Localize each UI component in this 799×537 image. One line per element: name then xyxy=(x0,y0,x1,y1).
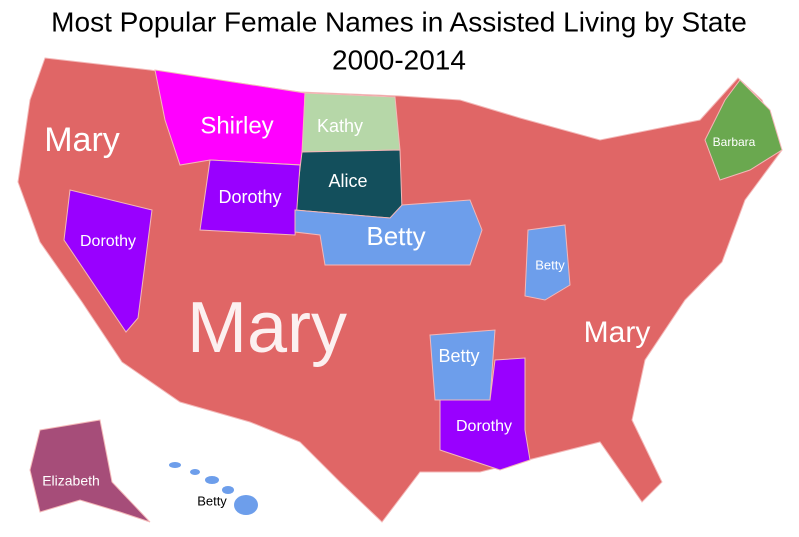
states xyxy=(17,57,783,523)
nevada xyxy=(63,189,153,333)
state-label: Kathy xyxy=(317,116,363,136)
state-label: Dorothy xyxy=(456,418,512,435)
nebraska-iowa xyxy=(294,199,483,266)
state-label: Barbara xyxy=(713,135,756,149)
state-label: Betty xyxy=(197,493,227,508)
wyoming xyxy=(199,159,301,236)
state-label: Mary xyxy=(187,288,347,368)
state-label: Betty xyxy=(438,346,479,366)
state-label: Shirley xyxy=(200,112,273,139)
state-label: Mary xyxy=(44,121,120,159)
state-label: Betty xyxy=(535,257,565,272)
hawaii xyxy=(169,462,258,515)
indiana xyxy=(524,224,571,301)
title: Most Popular Female Names in Assisted Li… xyxy=(51,6,747,37)
subtitle: 2000-2014 xyxy=(332,44,466,75)
alaska xyxy=(29,419,151,523)
state-label: Elizabeth xyxy=(42,473,100,489)
state-label: Dorothy xyxy=(218,187,281,207)
state-label: Dorothy xyxy=(80,233,136,250)
northern-new-england xyxy=(704,79,783,181)
louisiana-mississippi xyxy=(439,357,531,471)
state-label: Betty xyxy=(366,221,425,251)
state-label: Alice xyxy=(328,171,367,191)
state-label: Mary xyxy=(584,316,651,349)
